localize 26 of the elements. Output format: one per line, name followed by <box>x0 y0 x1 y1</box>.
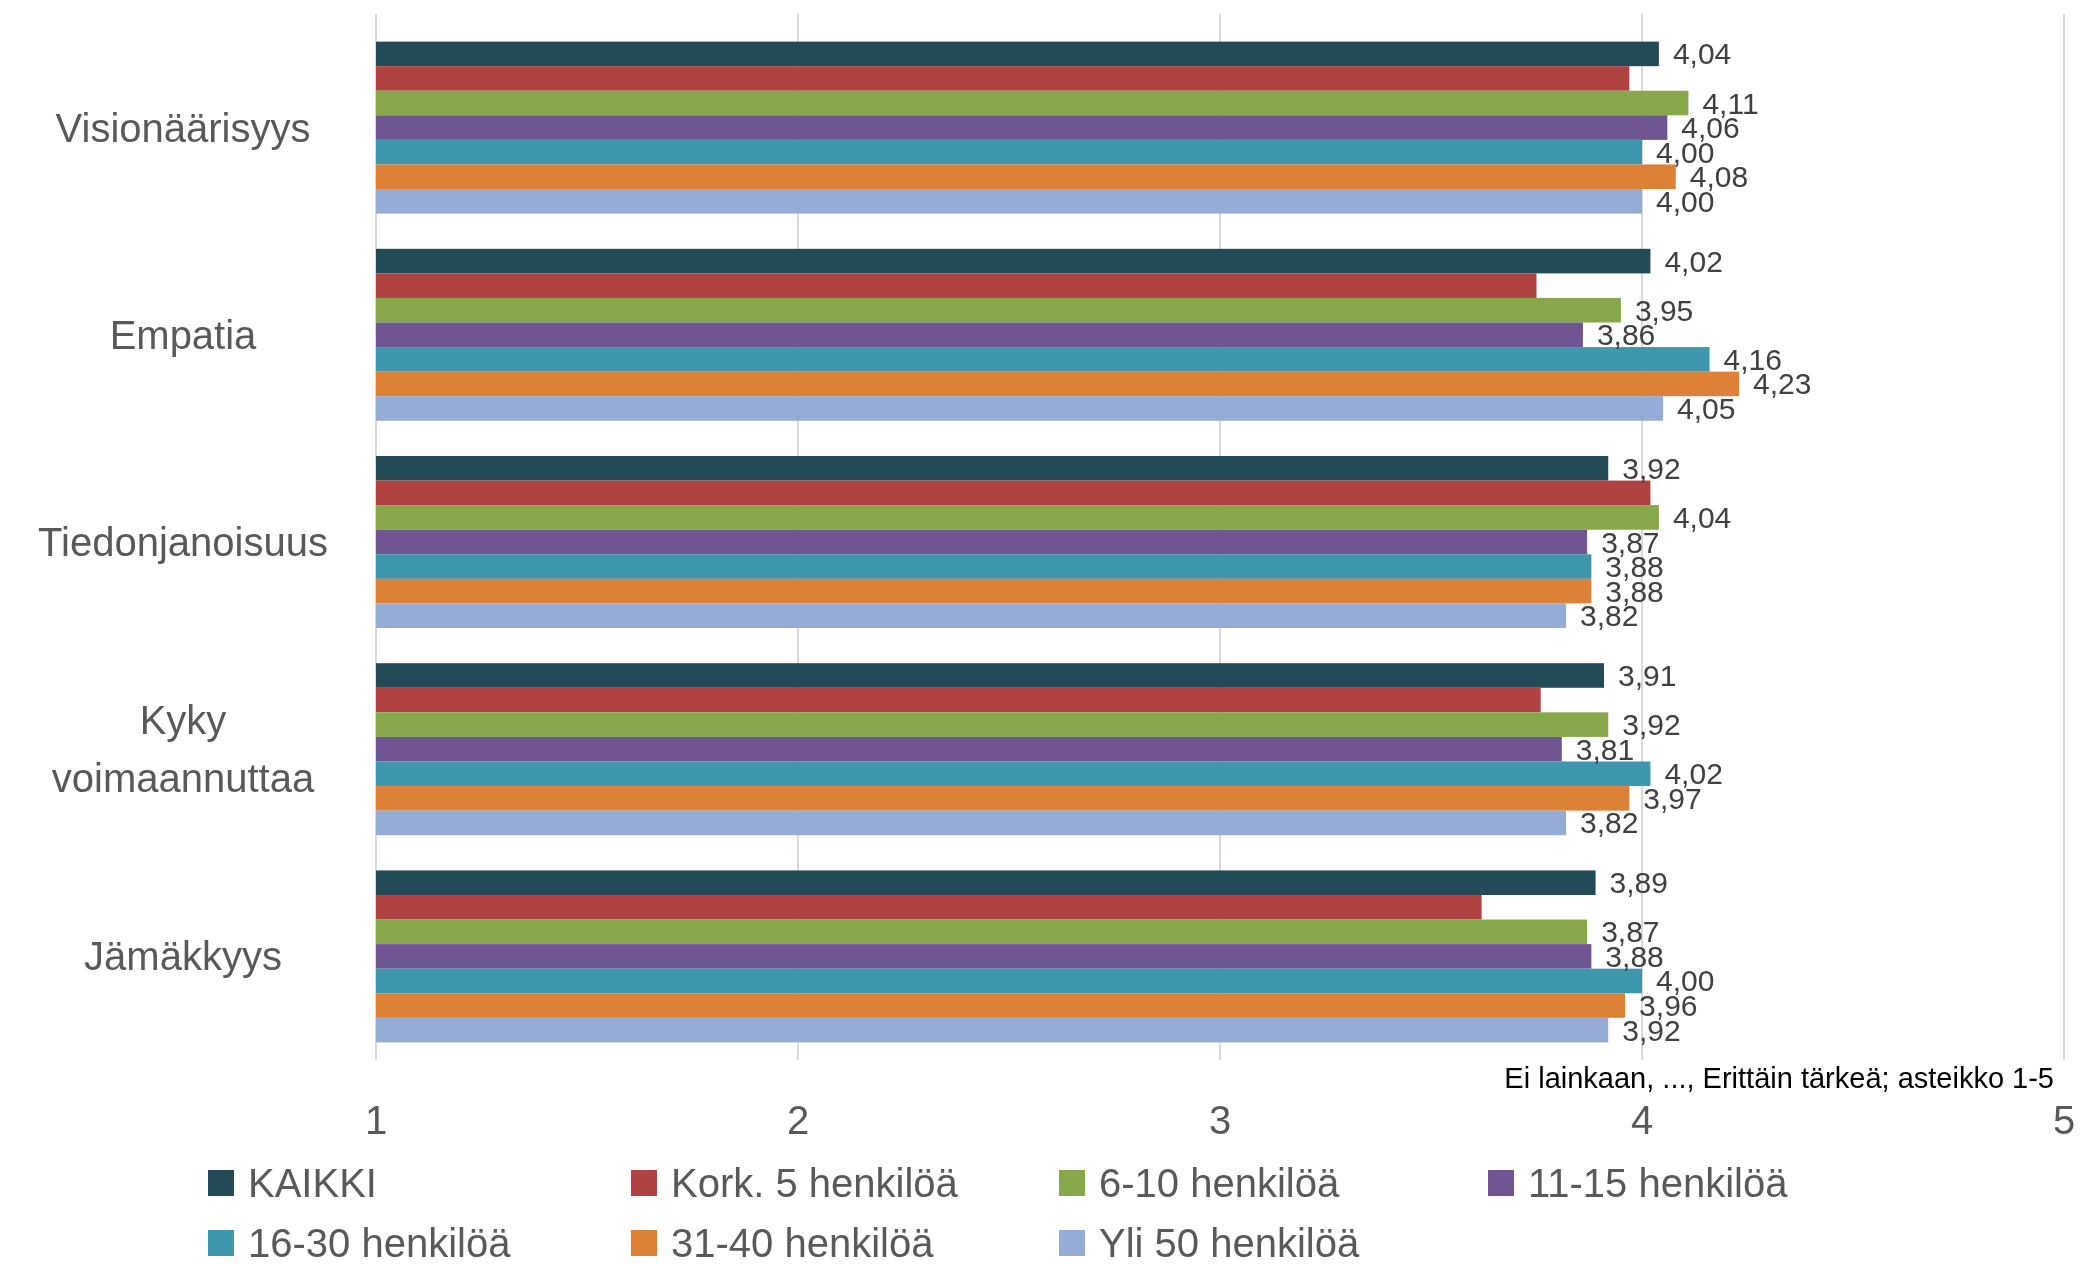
y-tick-label: Visionäärisyys <box>55 105 311 150</box>
legend-label: 6-10 henkilöä <box>1099 1161 1340 1205</box>
legend-label: KAIKKI <box>248 1161 377 1205</box>
data-label: 4,04 <box>1672 37 1732 71</box>
legend-label: Yli 50 henkilöä <box>1099 1221 1360 1264</box>
x-tick-label: 4 <box>1630 1098 1654 1142</box>
y-tick-label: Empatia <box>109 312 258 357</box>
y-tick-label: Tiedonjanoisuus <box>38 520 328 564</box>
x-tick-label: 2 <box>786 1098 810 1142</box>
x-tick-label: 1 <box>364 1098 388 1142</box>
data-label: 3,92 <box>1622 451 1681 485</box>
x-tick-label: 3 <box>1208 1098 1232 1142</box>
data-label: 3,82 <box>1580 806 1639 840</box>
data-label: 3,91 <box>1618 659 1677 692</box>
legend-label: 31-40 henkilöä <box>671 1221 935 1264</box>
data-label: 4,02 <box>1664 244 1723 278</box>
legend-label: 11-15 henkilöä <box>1528 1161 1789 1205</box>
x-tick-label: 5 <box>2052 1098 2076 1142</box>
data-label: 3,89 <box>1609 866 1668 900</box>
y-tick-label: Jämäkkyys <box>84 934 282 979</box>
legend-label: 16-30 henkilöä <box>248 1221 512 1264</box>
text: Ei lainkaan, ..., Erittäin tärkeä; asteikko 1-5 <box>1504 1062 2054 1095</box>
y-tick-label: Kyky voimaannuttaa <box>51 698 315 801</box>
data-label: 4,04 <box>1672 500 1732 534</box>
legend-label: Kork. 5 henkilöä <box>671 1161 959 1205</box>
data-label: 4,05 <box>1677 392 1736 425</box>
